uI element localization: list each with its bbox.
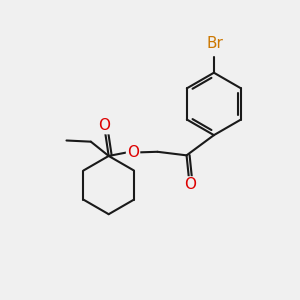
Text: O: O <box>127 145 139 160</box>
Text: O: O <box>184 177 196 192</box>
Text: Br: Br <box>206 36 223 51</box>
Text: O: O <box>98 118 110 133</box>
